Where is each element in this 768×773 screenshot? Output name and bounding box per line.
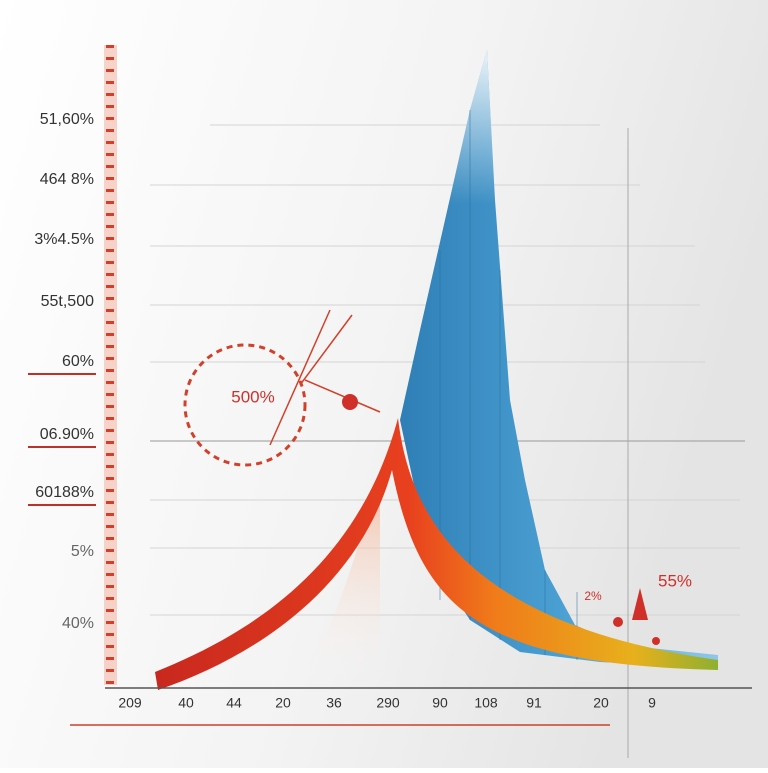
- blue-peak-fade: [400, 50, 718, 668]
- x-label: 209: [118, 695, 142, 711]
- y-label: 5%: [71, 543, 94, 560]
- x-label: 20: [593, 695, 609, 711]
- x-label: 20: [275, 695, 291, 711]
- y-label: 40%: [62, 615, 94, 632]
- x-label: 40: [178, 695, 194, 711]
- callout-label: 500%: [231, 387, 274, 406]
- glow: [300, 470, 380, 688]
- right-arrow: [632, 588, 648, 620]
- y-label: 51,60%: [40, 111, 94, 128]
- callout-dot: [342, 394, 358, 410]
- right-dot: [652, 637, 660, 645]
- x-label: 90: [432, 695, 448, 711]
- x-label: 36: [326, 695, 342, 711]
- right-dot: [613, 617, 623, 627]
- x-label: 44: [226, 695, 242, 711]
- right-label: 55%: [658, 571, 692, 590]
- x-labels: 209 40 44 20 36 290 90 108 91 20 9: [118, 695, 656, 711]
- y-label: 464 8%: [40, 171, 94, 188]
- red-curve: [155, 418, 718, 690]
- y-label: 60188%: [35, 484, 94, 501]
- y-label: 60%: [62, 353, 94, 370]
- x-label: 91: [526, 695, 542, 711]
- callout: [183, 309, 381, 467]
- y-label: 06.90%: [40, 426, 94, 443]
- y-label: 55t,500: [41, 293, 94, 310]
- x-label: 9: [648, 695, 656, 711]
- x-label: 290: [376, 695, 400, 711]
- x-label: 108: [474, 695, 498, 711]
- y-labels: 51,60% 464 8% 3%4.5% 55t,500 60% 06.90% 60188%…: [28, 111, 96, 632]
- small-label: 2%: [584, 589, 602, 603]
- y-label: 3%4.5%: [34, 231, 94, 248]
